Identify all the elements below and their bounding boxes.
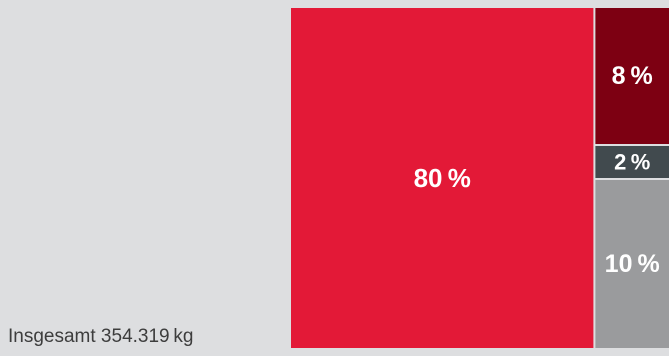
total-caption: Insgesamt 354.319 kg (8, 326, 194, 347)
treemap-label-10: 10 % (605, 250, 660, 278)
treemap-cell-10 (595, 180, 669, 348)
treemap-cell-80 (291, 8, 594, 348)
treemap-label-8: 8 % (612, 62, 653, 90)
treemap-cell-2 (595, 146, 669, 178)
treemap-cell-8 (595, 8, 669, 144)
treemap-label-2: 2 % (614, 150, 650, 175)
treemap-label-80: 80 % (414, 163, 471, 193)
